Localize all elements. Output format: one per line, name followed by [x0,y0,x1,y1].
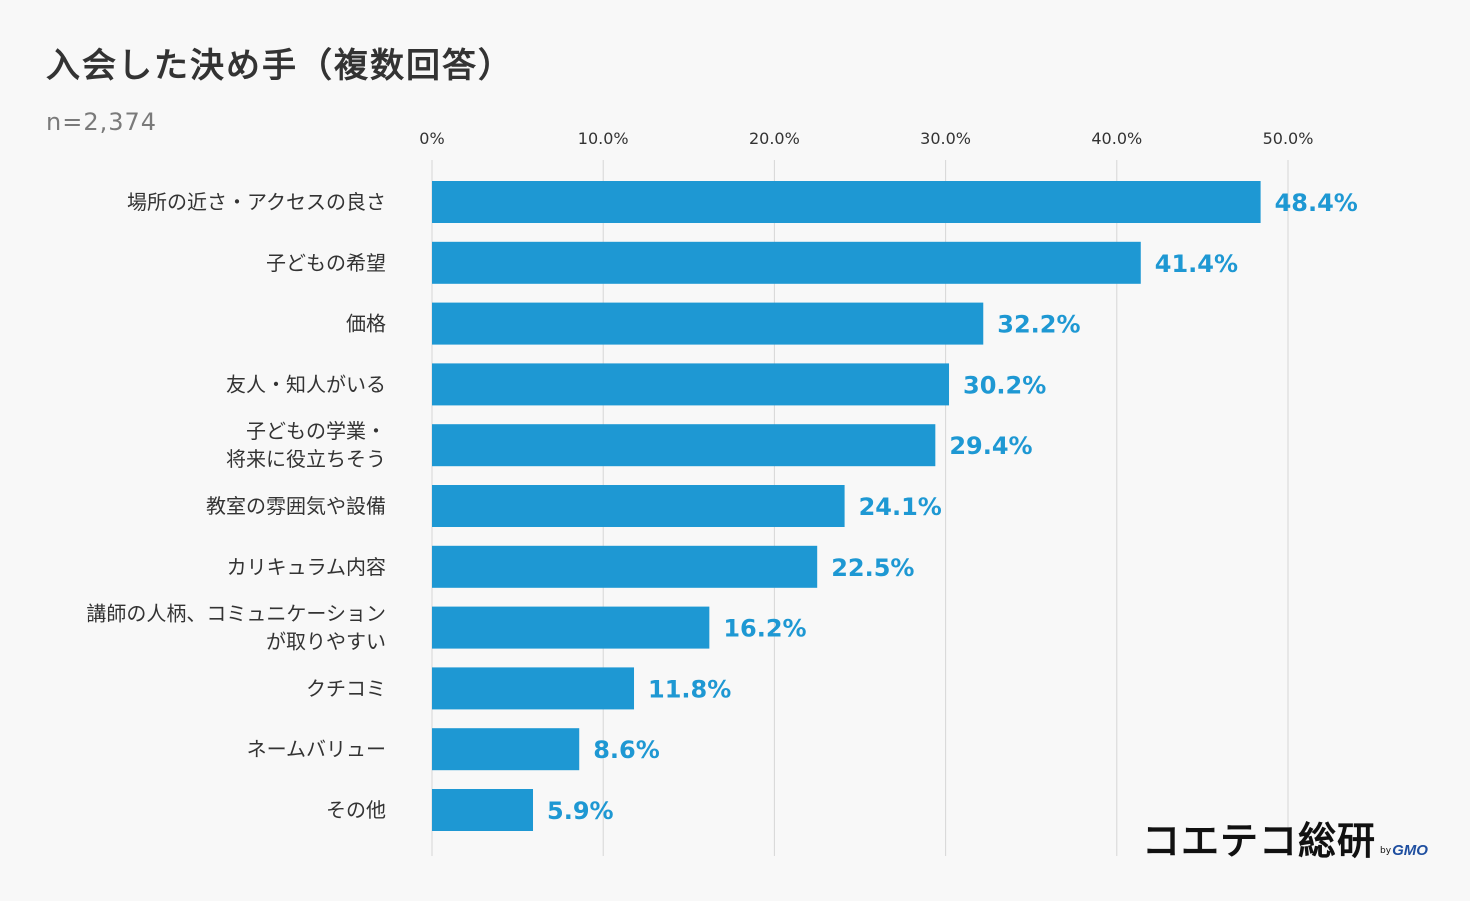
logo-main-text: コエテコ総研 [1142,819,1377,863]
category-label-line: カリキュラム内容 [227,555,386,579]
category-label: 子どもの希望 [266,251,386,275]
data-label: 5.9% [547,797,614,825]
category-label-line: 将来に役立ちそう [226,447,386,471]
bar [432,302,984,345]
category-label: 価格 [346,312,386,336]
x-tick-label: 50.0% [1263,129,1314,148]
category-label-line: その他 [326,798,386,822]
x-tick-label: 40.0% [1091,129,1142,148]
category-label-line: 講師の人柄、コミュニケーション [86,602,386,626]
category-label: 場所の近さ・アクセスの良さ [127,190,386,214]
category-label: ネームバリュー [247,737,386,761]
data-label: 8.6% [593,736,660,764]
category-label-line: クチコミ [306,676,386,700]
category-label-line: が取りやすい [266,630,386,654]
category-label: 講師の人柄、コミュニケーションが取りやすい [86,602,386,654]
bar [432,363,950,406]
bar [432,606,710,649]
logo-brand-text: GMO [1392,842,1428,859]
data-label: 11.8% [648,675,731,703]
category-label: その他 [326,798,386,822]
x-tick-label: 20.0% [749,129,800,148]
category-label: 子どもの学業・将来に役立ちそう [226,419,386,471]
bar [432,728,580,771]
data-label: 29.4% [949,432,1032,460]
category-label: 教室の雰囲気や設備 [206,494,386,518]
bar [432,485,845,527]
bar [432,789,534,831]
bar [432,545,818,588]
bar [432,424,936,467]
sample-size: n=2,374 [46,108,158,136]
data-label: 41.4% [1155,250,1238,278]
brand-logo: コエテコ総研 by GMO [1142,818,1428,864]
data-label: 48.4% [1275,189,1358,217]
logo-by-text: by [1380,846,1392,856]
category-label-line: 場所の近さ・アクセスの良さ [127,190,386,214]
data-label: 30.2% [963,371,1046,399]
category-label: カリキュラム内容 [227,555,386,579]
x-tick-label: 30.0% [920,129,971,148]
bar [432,181,1261,223]
chart-title: 入会した決め手（複数回答） [46,46,514,86]
category-label-line: 価格 [346,312,386,336]
category-label-line: 教室の雰囲気や設備 [206,494,386,518]
data-label: 16.2% [723,615,806,643]
bar [432,241,1141,284]
x-tick-label: 0% [419,129,444,148]
category-label-line: 子どもの希望 [266,251,386,275]
category-label: クチコミ [306,676,386,700]
data-label: 22.5% [831,554,914,582]
x-tick-label: 10.0% [578,129,629,148]
bar [432,667,635,710]
category-label-line: 子どもの学業・ [246,419,386,443]
data-label: 24.1% [859,493,942,521]
data-label: 32.2% [997,311,1080,339]
category-label-line: ネームバリュー [247,737,386,761]
category-label-line: 友人・知人がいる [226,372,386,396]
category-label: 友人・知人がいる [226,372,386,396]
